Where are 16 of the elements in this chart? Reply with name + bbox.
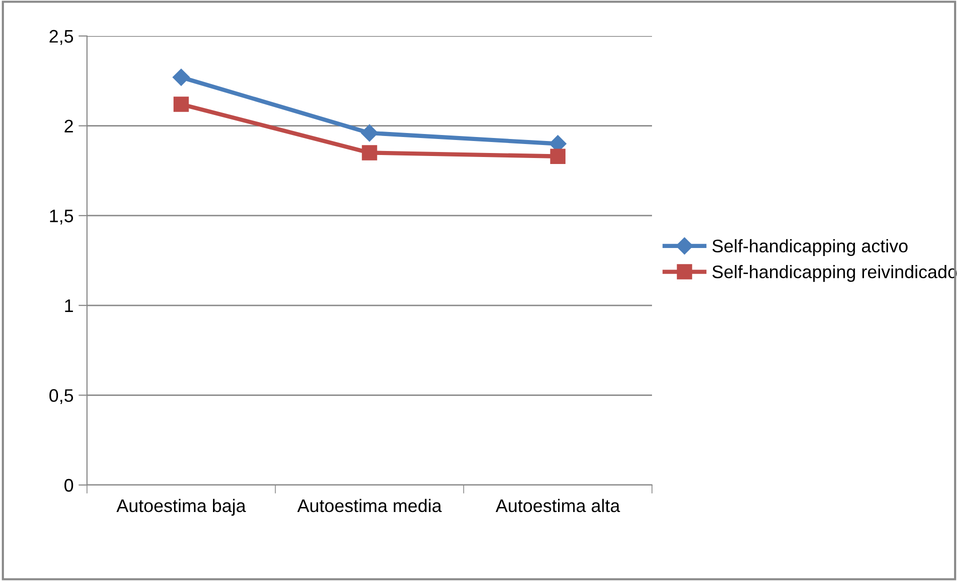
point (360, 124, 378, 142)
y-tick-label: 0,5 (49, 389, 74, 404)
x-tick-label: Autoestima alta (496, 498, 620, 512)
legend-label: Self-handicapping reivindicado (712, 265, 957, 282)
point (550, 148, 566, 164)
y-tick-label: 1 (65, 300, 73, 312)
x-tick-label: Autoestima media (297, 498, 442, 512)
y-tick-label: 0 (64, 478, 74, 492)
point (174, 96, 189, 112)
y-tick-label: 2 (64, 120, 73, 132)
point (362, 145, 378, 160)
y-tick-label: 1,5 (50, 210, 74, 224)
point (172, 68, 190, 86)
x-tick-label: Autoestima baja (116, 498, 246, 516)
legend-label: Self-handicapping activo (712, 239, 908, 256)
y-tick-label: 2,5 (50, 30, 74, 45)
